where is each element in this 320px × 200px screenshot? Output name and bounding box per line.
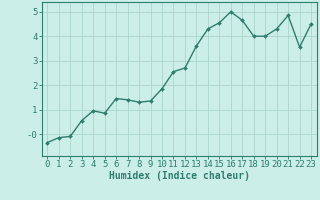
- X-axis label: Humidex (Indice chaleur): Humidex (Indice chaleur): [109, 171, 250, 181]
